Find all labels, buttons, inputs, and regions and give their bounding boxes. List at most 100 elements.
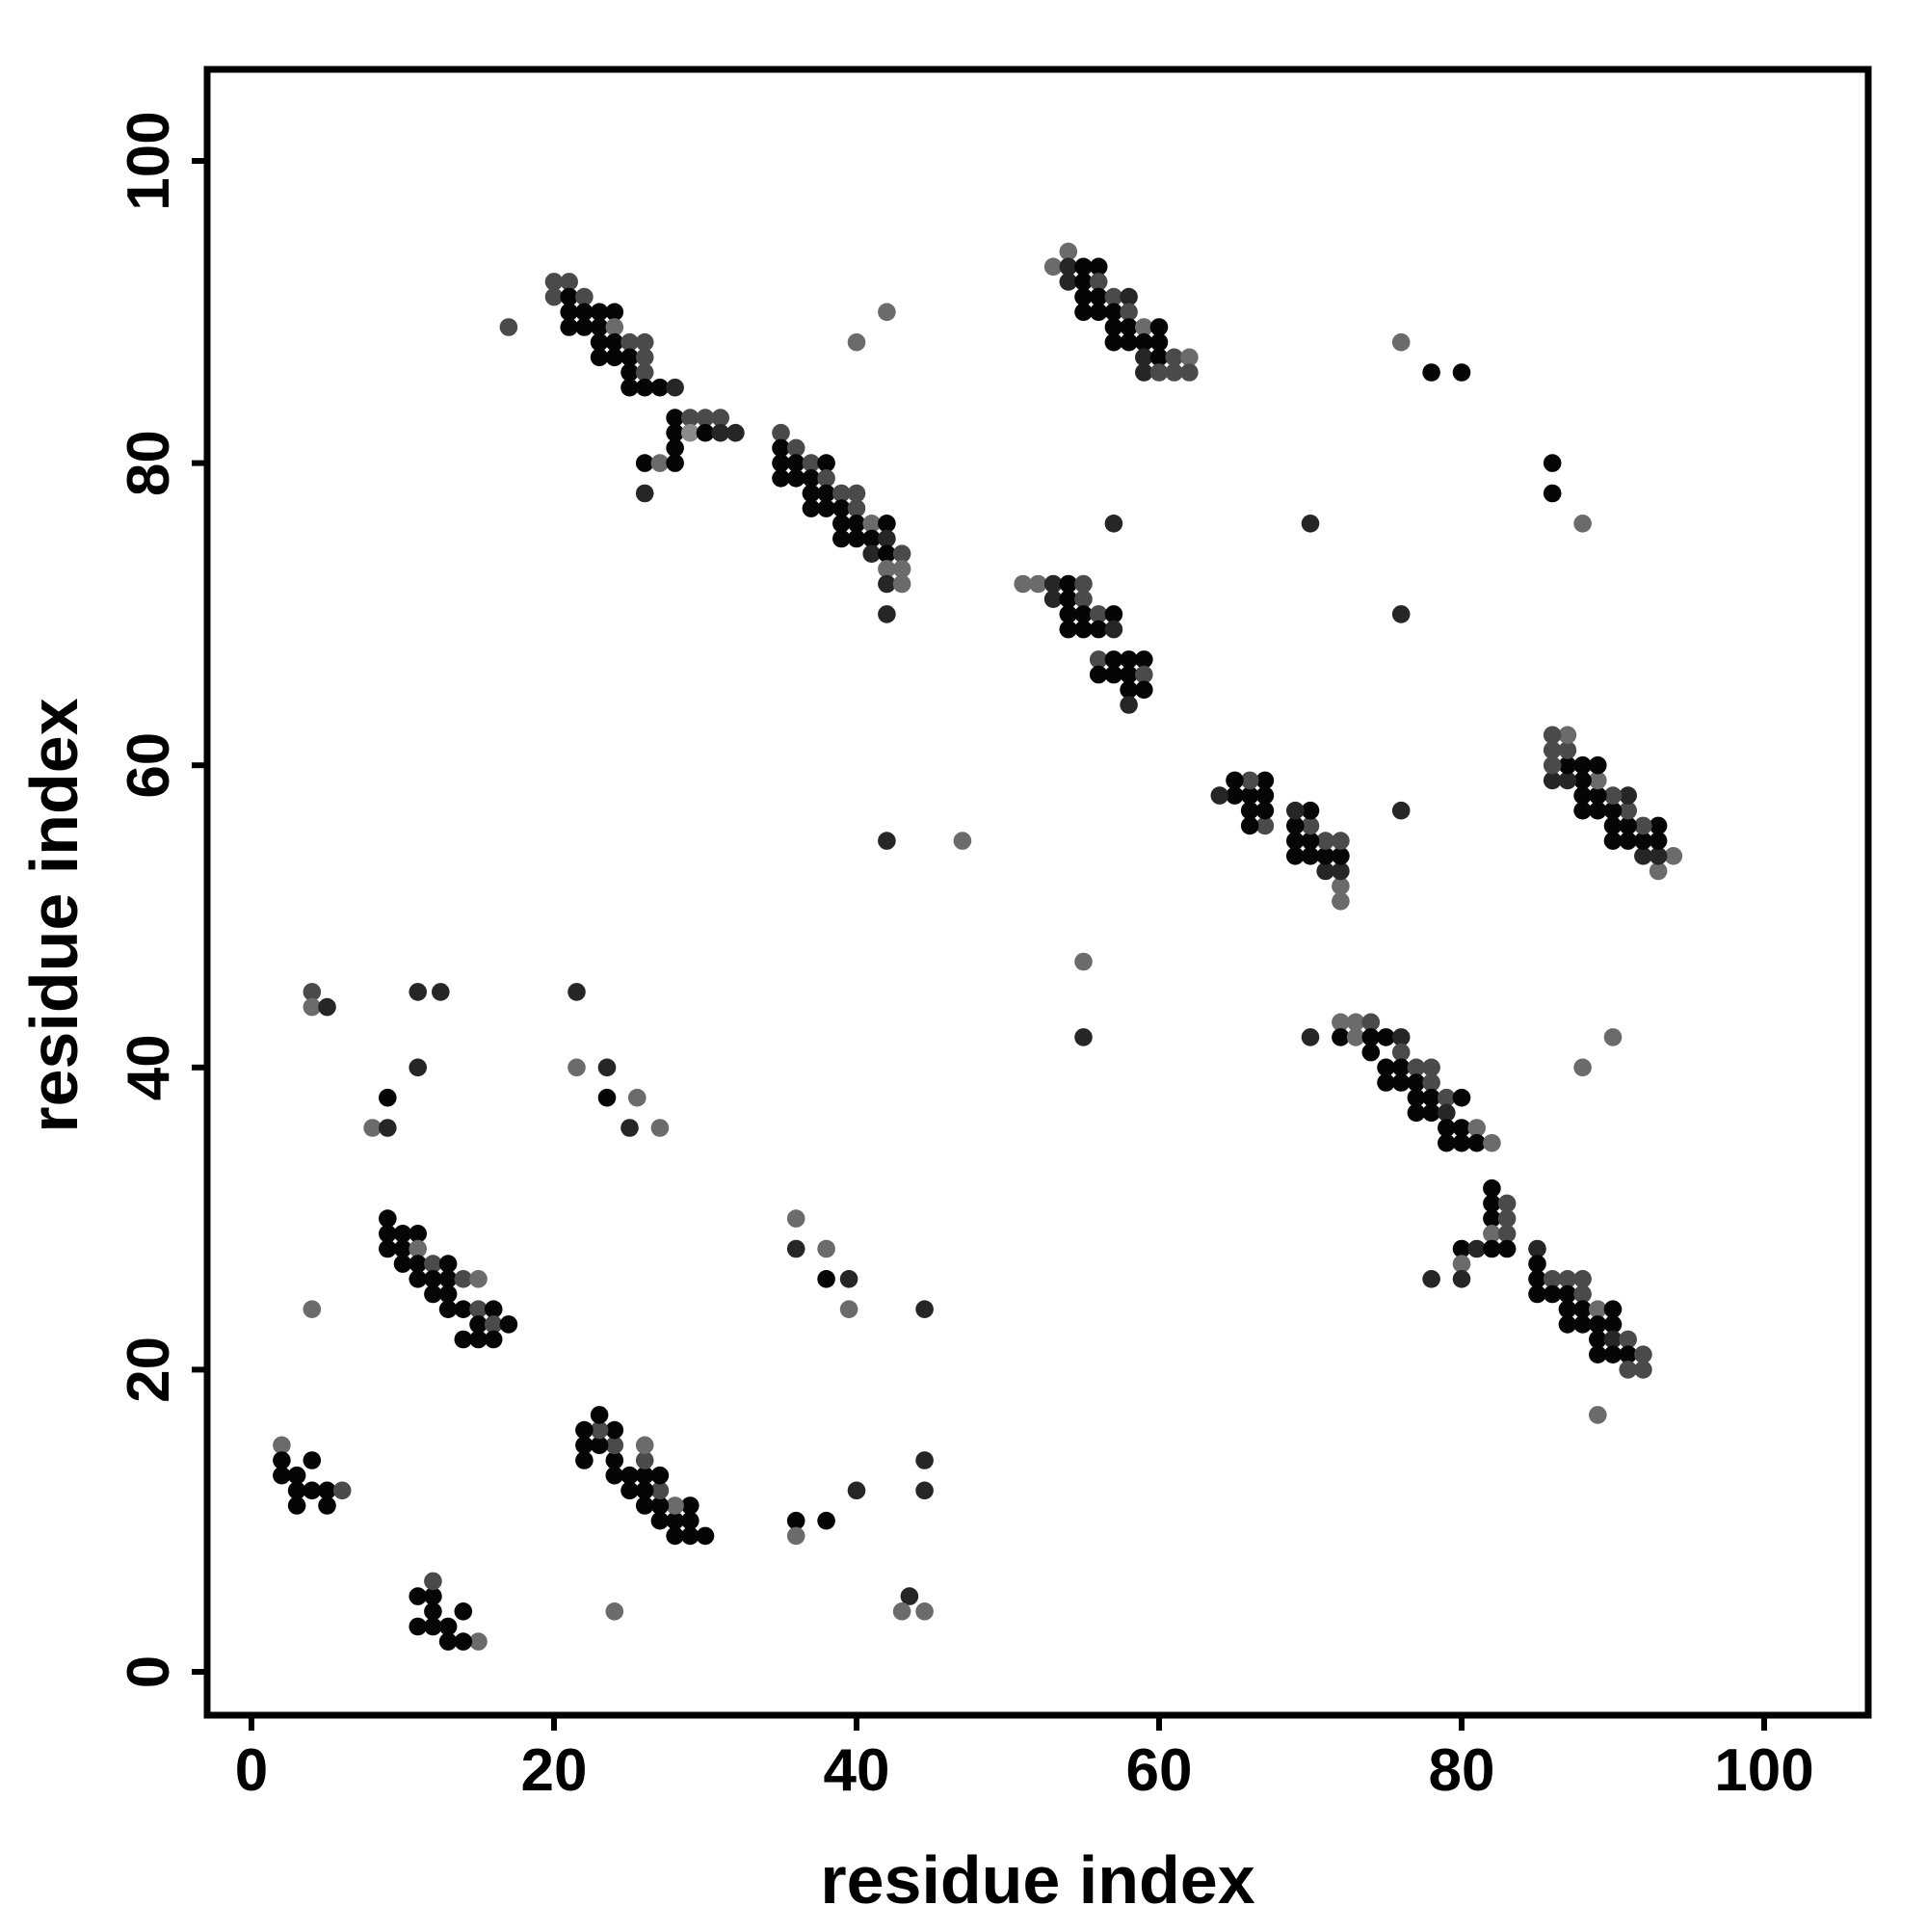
contact-point (1165, 363, 1183, 382)
contact-point (847, 529, 866, 548)
contact-point (1573, 771, 1592, 790)
contact-point (1089, 665, 1108, 684)
contact-point (1467, 1119, 1486, 1137)
contact-point (892, 574, 911, 594)
contact-point (620, 378, 639, 397)
contact-point (318, 1496, 336, 1515)
contact-point (1104, 303, 1123, 322)
contact-point (1059, 620, 1078, 639)
contact-point (1603, 786, 1623, 805)
contact-point (469, 1632, 488, 1651)
contact-point (1483, 1239, 1501, 1258)
contact-point (1649, 832, 1668, 850)
contact-point (273, 1436, 291, 1455)
contact-point (1074, 590, 1093, 608)
contact-point (666, 409, 684, 427)
contact-point (1074, 605, 1093, 623)
y-tick-label: 20 (116, 1337, 182, 1403)
contact-point (560, 318, 578, 336)
contact-point (1301, 515, 1320, 533)
contact-point (696, 423, 715, 442)
contact-point (847, 1481, 866, 1500)
contact-point (409, 1239, 428, 1258)
x-tick-label: 100 (1714, 1737, 1813, 1804)
contact-point (628, 1088, 647, 1107)
contact-point (590, 332, 609, 352)
contact-point (1407, 1058, 1426, 1077)
contact-point (590, 318, 609, 336)
plot-border (203, 66, 1872, 1719)
contact-point (620, 1119, 639, 1137)
contact-point (1452, 1270, 1471, 1288)
contact-point (620, 348, 639, 367)
contact-point (1573, 801, 1592, 820)
contact-point (1543, 726, 1562, 745)
contact-point (1377, 1028, 1395, 1046)
y-tick-label: 60 (116, 732, 182, 799)
contact-point (681, 423, 700, 442)
contact-point (287, 1496, 306, 1515)
contact-point (1240, 816, 1259, 835)
contact-point (1316, 861, 1334, 881)
contact-point (1543, 454, 1562, 472)
contact-point (1452, 1133, 1471, 1152)
contact-point (1043, 590, 1063, 608)
contact-point (438, 1270, 458, 1288)
contact-point (1497, 1209, 1517, 1228)
contact-point (1165, 348, 1183, 367)
contact-point (287, 1466, 306, 1485)
contact-point (409, 1225, 428, 1243)
contact-point (1603, 801, 1623, 820)
contact-point (1089, 620, 1108, 639)
contact-point (273, 1451, 291, 1469)
contact-point (409, 1617, 428, 1636)
contact-point (1286, 847, 1305, 865)
contact-point (650, 1496, 670, 1515)
contact-point (620, 1481, 639, 1500)
contact-point (1059, 242, 1078, 261)
contact-point (1573, 1315, 1592, 1334)
contact-point (1452, 1255, 1471, 1273)
contact-point (1483, 1209, 1501, 1228)
contact-point (1603, 1315, 1623, 1334)
contact-point (409, 1587, 428, 1605)
contact-point (1497, 1194, 1517, 1213)
contact-point (499, 318, 518, 336)
contact-point (1255, 771, 1275, 790)
contact-point (1135, 348, 1153, 367)
contact-point (635, 363, 654, 382)
contact-point (1422, 1270, 1440, 1288)
contact-point (1089, 287, 1108, 306)
contact-point (484, 1300, 503, 1318)
contact-point (1180, 348, 1199, 367)
contact-point (635, 348, 654, 367)
contact-point (1043, 574, 1063, 594)
contact-point (605, 1420, 624, 1440)
contact-point (1120, 303, 1138, 322)
contact-point (1240, 786, 1259, 805)
contact-point (568, 983, 586, 1001)
contact-point (726, 423, 745, 442)
contact-point (454, 1602, 473, 1621)
contact-point (1135, 665, 1153, 684)
contact-point (1286, 832, 1305, 850)
contact-point (424, 1602, 442, 1621)
contact-point (1603, 1330, 1623, 1349)
contact-point (1332, 847, 1350, 865)
contact-point (1149, 348, 1169, 367)
contact-point (1649, 816, 1668, 835)
contact-point (544, 287, 564, 306)
contact-point (424, 1587, 442, 1605)
contact-point (1422, 1058, 1440, 1077)
contact-point (635, 454, 654, 472)
y-axis-ticks (192, 158, 207, 1675)
contact-point (1664, 847, 1683, 865)
contact-point (597, 1058, 617, 1077)
contact-point (786, 1239, 805, 1258)
contact-point (1059, 574, 1078, 594)
contact-point (1104, 515, 1123, 533)
contact-point (1074, 574, 1093, 594)
contact-point (499, 1315, 518, 1334)
x-tick-label: 60 (1126, 1737, 1193, 1804)
x-tick-label: 80 (1429, 1737, 1495, 1804)
